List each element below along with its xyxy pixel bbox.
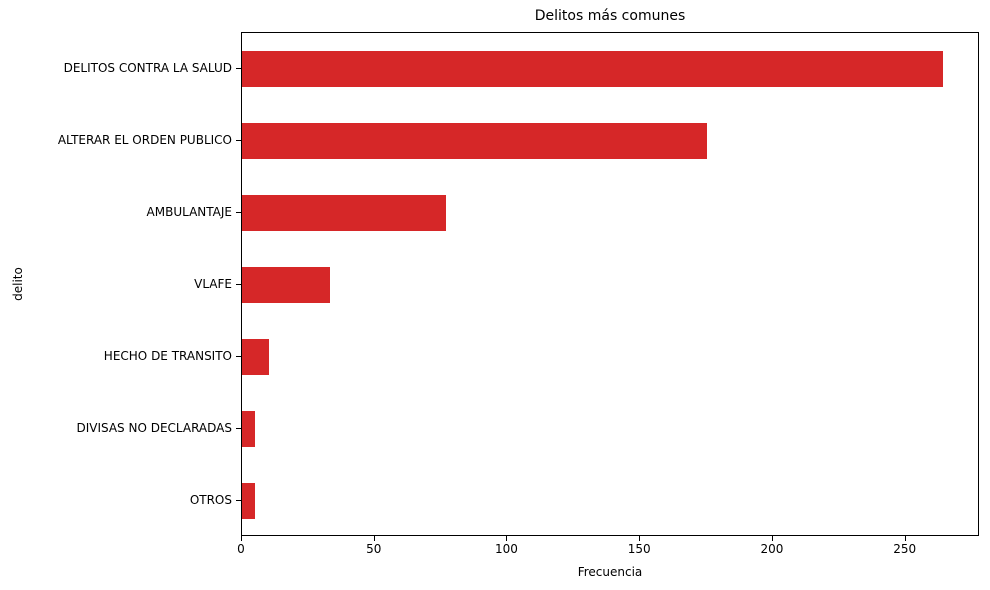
y-tick-label: DELITOS CONTRA LA SALUD: [63, 61, 232, 75]
x-tick-mark: [639, 536, 641, 541]
x-tick-label: 200: [760, 542, 784, 556]
bar: [242, 483, 256, 519]
x-tick-label: 50: [366, 542, 382, 556]
y-tick-mark: [236, 284, 241, 285]
y-tick-mark: [236, 428, 241, 429]
x-tick-mark: [771, 536, 773, 541]
chart-title: Delitos más comunes: [534, 8, 686, 24]
y-axis-label: delito: [11, 267, 25, 301]
x-tick-label: 150: [627, 542, 651, 556]
bar: [242, 195, 447, 231]
y-tick-mark: [236, 212, 241, 213]
y-tick-label: OTROS: [189, 493, 232, 507]
x-tick-label: 0: [237, 542, 245, 556]
bar: [242, 267, 330, 303]
x-tick-mark: [904, 536, 906, 541]
y-tick-label: HECHO DE TRANSITO: [103, 349, 232, 363]
bar: [242, 123, 707, 159]
y-tick-mark: [236, 68, 241, 69]
y-tick-label: VLAFE: [194, 277, 232, 291]
y-tick-mark: [236, 356, 241, 357]
x-tick-label: 100: [495, 542, 518, 556]
y-tick-label: DIVISAS NO DECLARADAS: [76, 421, 232, 435]
bar: [242, 339, 269, 375]
bar: [242, 51, 943, 87]
bar: [242, 411, 256, 447]
x-tick-mark: [373, 536, 375, 541]
x-tick-mark: [506, 536, 508, 541]
y-tick-mark: [236, 500, 241, 501]
y-tick-mark: [236, 140, 241, 141]
plot-area: [241, 32, 979, 536]
x-tick-label: 250: [893, 542, 917, 556]
y-tick-label: AMBULANTAJE: [146, 205, 232, 219]
x-tick-mark: [241, 536, 242, 541]
x-axis-label: Frecuencia: [577, 565, 643, 579]
y-tick-label: ALTERAR EL ORDEN PUBLICO: [57, 133, 232, 147]
